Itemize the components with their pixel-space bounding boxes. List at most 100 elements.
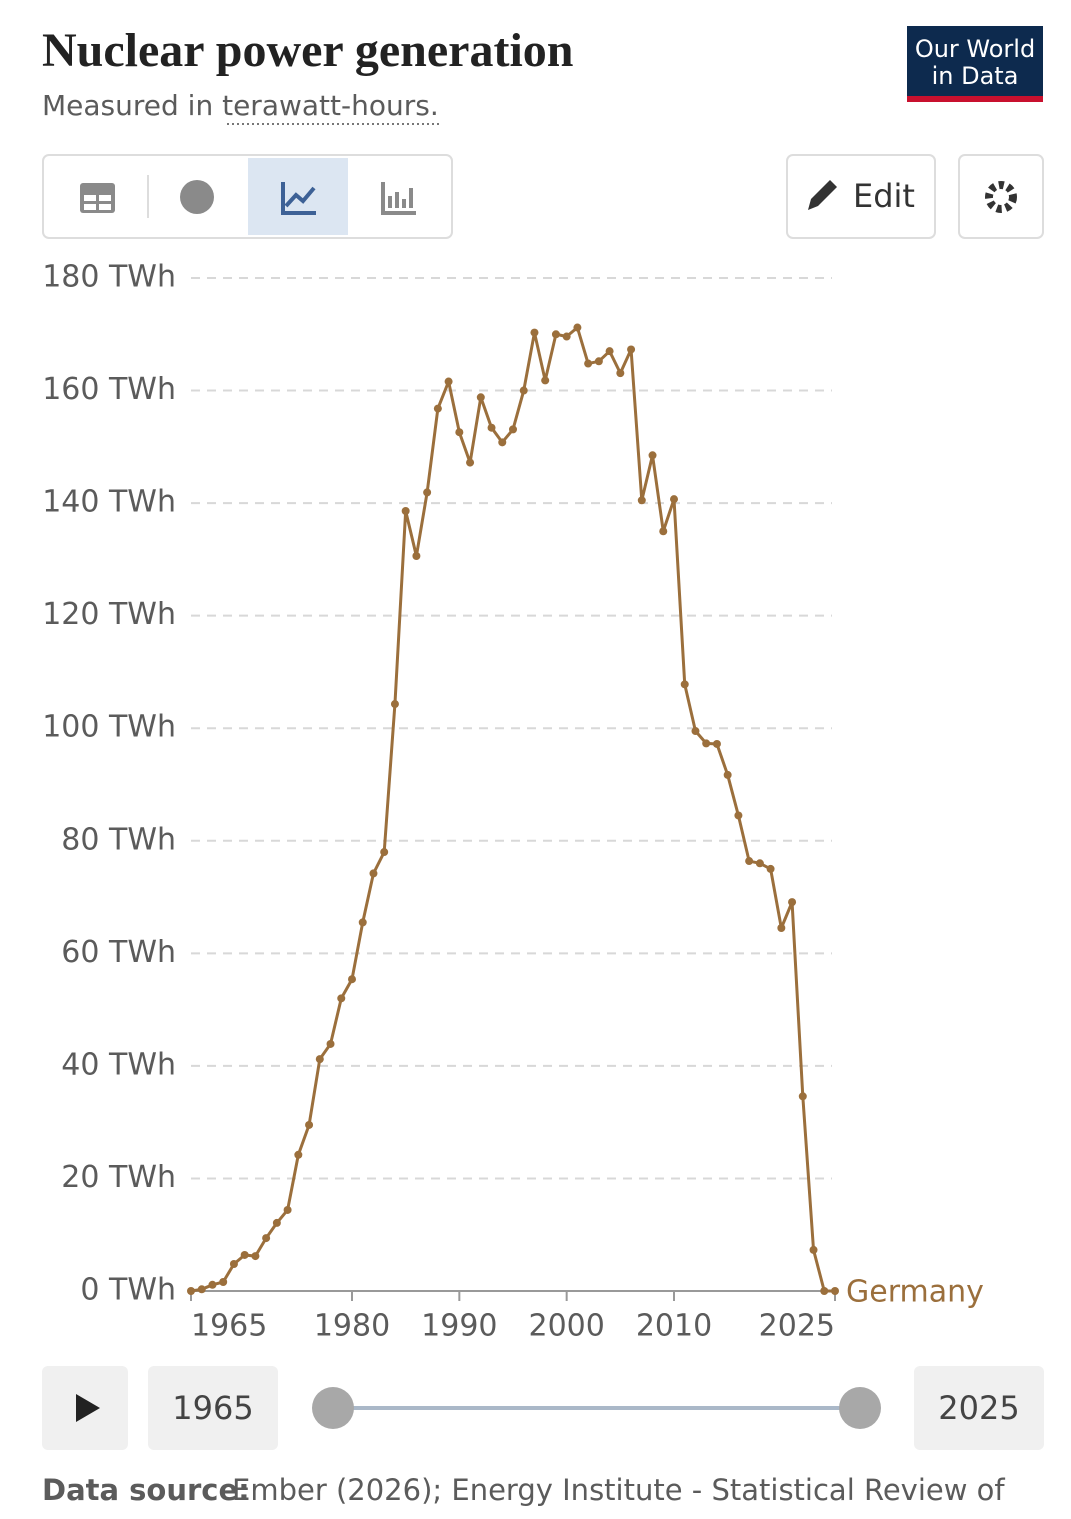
data-point: [337, 994, 346, 1003]
start-year: 1965: [172, 1389, 253, 1427]
data-point: [208, 1280, 217, 1289]
data-point: [723, 770, 732, 779]
data-point: [551, 330, 560, 339]
y-tick-label: 140 TWh: [42, 485, 176, 520]
end-year: 2025: [938, 1389, 1019, 1427]
source-label: Data source:: [42, 1473, 250, 1507]
edit-label: Edit: [853, 177, 915, 215]
data-point: [487, 423, 496, 432]
y-tick-label: 160 TWh: [42, 372, 176, 407]
map-icon[interactable]: [180, 180, 214, 214]
data-point: [305, 1120, 314, 1129]
data-point: [745, 857, 754, 866]
settings-button[interactable]: [958, 154, 1044, 239]
data-point: [670, 495, 678, 504]
data-point: [423, 488, 432, 497]
data-point: [648, 451, 657, 460]
data-point: [509, 425, 517, 434]
data-point: [594, 357, 603, 366]
x-tick-label: 1980: [314, 1309, 390, 1344]
data-point: [476, 393, 485, 402]
data-point: [605, 347, 614, 356]
data-point: [262, 1234, 271, 1243]
data-point: [498, 438, 507, 447]
settings-icon: [985, 181, 1017, 213]
x-tick-label: 2000: [528, 1309, 604, 1344]
data-point: [466, 458, 475, 467]
data-point: [369, 869, 378, 878]
x-tick-label: 1990: [421, 1309, 497, 1344]
chart-subtitle: Measured in terawatt-hours.: [42, 89, 439, 122]
y-tick-label: 180 TWh: [42, 260, 176, 295]
data-point: [755, 859, 764, 868]
data-point: [616, 369, 625, 378]
data-point: [659, 527, 668, 536]
source-text: Ember (2026); Energy Institute - Statist…: [232, 1473, 1005, 1507]
data-point: [530, 328, 539, 337]
y-tick-label: 120 TWh: [42, 597, 176, 632]
y-tick-label: 100 TWh: [42, 710, 176, 745]
data-point: [573, 323, 582, 332]
data-point: [219, 1277, 228, 1286]
data-point: [766, 864, 775, 873]
y-tick-label: 20 TWh: [61, 1160, 176, 1195]
data-point: [777, 924, 786, 933]
data-point: [798, 1092, 807, 1101]
series-line: [190, 326, 835, 1293]
table-icon[interactable]: [80, 183, 115, 213]
y-tick-label: 80 TWh: [61, 822, 176, 857]
start-year-box[interactable]: [148, 1366, 278, 1450]
data-point: [187, 1287, 195, 1295]
chart-title: Nuclear power generation: [42, 24, 573, 77]
logo-text: Our World: [915, 35, 1035, 63]
data-point: [562, 332, 571, 341]
logo-stripe: [907, 96, 1043, 102]
data-point: [251, 1252, 260, 1261]
data-point: [637, 496, 646, 505]
data-point: [348, 975, 356, 984]
slider-thumb[interactable]: [839, 1387, 881, 1429]
data-point: [283, 1205, 292, 1214]
data-point: [197, 1285, 206, 1294]
data-point: [627, 345, 636, 354]
data-point: [680, 680, 689, 689]
data-point: [326, 1039, 335, 1048]
data-point: [691, 727, 700, 736]
logo[interactable]: [907, 26, 1043, 102]
x-tick-label: 2025: [759, 1309, 835, 1344]
y-tick-label: 40 TWh: [61, 1047, 176, 1082]
data-point: [584, 359, 593, 368]
data-point: [831, 1287, 839, 1295]
data-point: [240, 1250, 249, 1259]
data-point: [272, 1218, 281, 1227]
play-icon: [76, 1394, 100, 1422]
line-icon[interactable]: [281, 182, 316, 215]
data-point: [315, 1055, 324, 1064]
data-point: [788, 898, 797, 907]
data-point: [734, 811, 743, 820]
data-point: [390, 700, 399, 709]
series-label: Germany: [846, 1275, 984, 1310]
data-point: [412, 552, 421, 561]
data-point: [519, 386, 528, 395]
data-point: [294, 1150, 303, 1159]
data-point: [358, 918, 367, 927]
end-year-box[interactable]: [914, 1366, 1044, 1450]
edit-button[interactable]: [786, 154, 936, 239]
data-point: [541, 376, 550, 385]
data-point: [433, 404, 442, 413]
data-point: [702, 739, 711, 748]
data-point: [809, 1245, 818, 1254]
slider-thumb[interactable]: [312, 1387, 354, 1429]
data-point: [229, 1259, 238, 1268]
edit-icon: [808, 180, 837, 210]
logo-text: in Data: [932, 62, 1019, 90]
data-point: [820, 1287, 829, 1295]
data-point: [455, 428, 464, 437]
data-point: [401, 506, 410, 515]
x-tick-label: 1965: [191, 1309, 267, 1344]
bar-icon[interactable]: [381, 182, 416, 215]
x-tick-label: 2010: [636, 1309, 712, 1344]
